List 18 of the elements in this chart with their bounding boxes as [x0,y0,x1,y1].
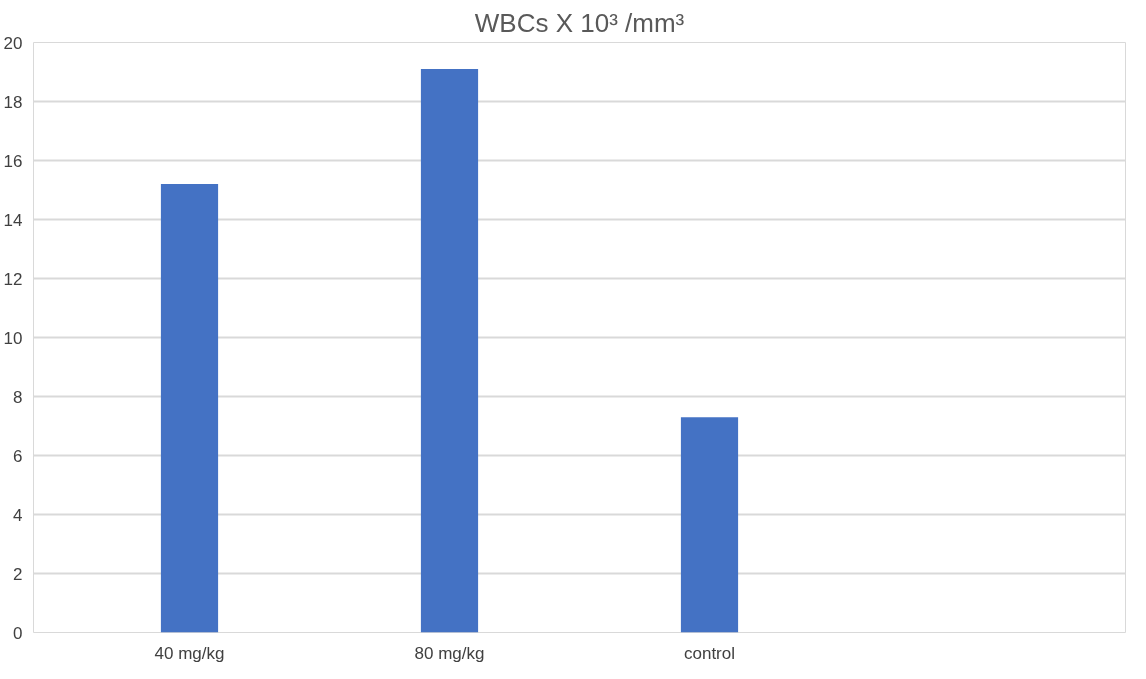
y-tick-label: 10 [3,328,23,348]
y-tick-label: 6 [13,446,23,466]
y-tick-label: 16 [3,151,23,171]
x-tick-label: 40 mg/kg [154,643,225,663]
chart-title: WBCs X 10³ /mm³ [474,7,685,38]
y-tick-label: 18 [3,92,23,112]
bar [680,417,739,633]
y-tick-label: 8 [13,387,23,407]
bar [420,69,479,633]
x-tick-label: control [683,643,736,663]
x-tick-label: 80 mg/kg [414,643,485,663]
y-tick-label: 12 [3,269,23,289]
y-tick-label: 14 [3,210,23,230]
y-tick-label: 2 [13,564,23,584]
bar [160,184,219,633]
y-tick-label: 0 [13,623,23,643]
y-tick-label: 20 [3,33,23,53]
y-tick-label: 4 [13,505,23,525]
